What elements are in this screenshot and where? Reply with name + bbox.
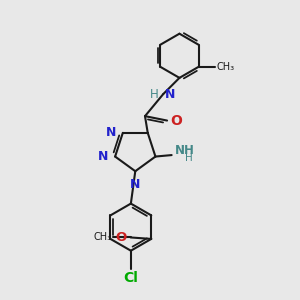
Text: Cl: Cl [123, 271, 138, 285]
Text: O: O [170, 114, 182, 128]
Text: H: H [150, 88, 159, 100]
Text: O: O [116, 231, 127, 244]
Text: H: H [185, 153, 193, 163]
Text: N: N [130, 178, 140, 191]
Text: CH₃: CH₃ [93, 232, 112, 242]
Text: CH₃: CH₃ [216, 62, 234, 72]
Text: N: N [106, 126, 116, 139]
Text: N: N [98, 150, 109, 163]
Text: N: N [165, 88, 175, 100]
Text: NH: NH [175, 144, 194, 157]
